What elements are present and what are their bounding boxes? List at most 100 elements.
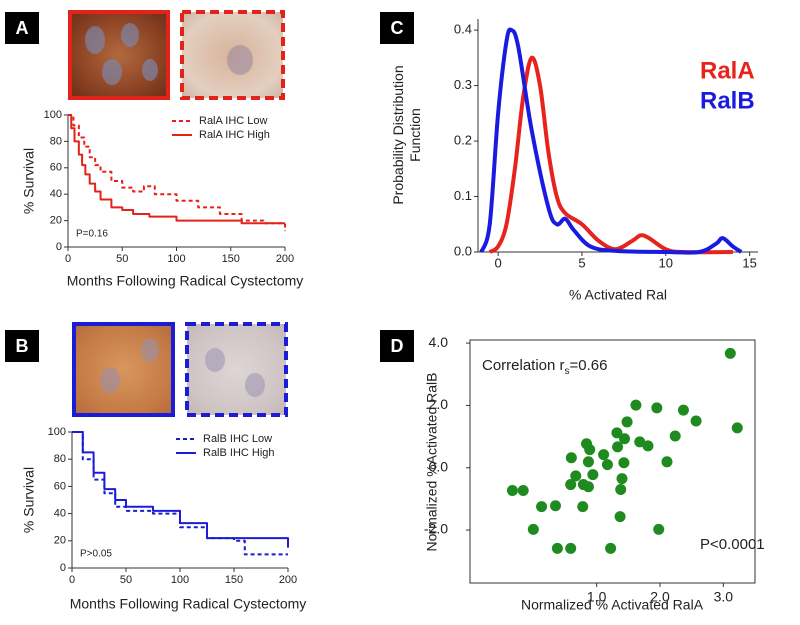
scatter-point [724,347,736,359]
x-axis-label: Months Following Radical Cystectomy [70,596,307,612]
scatter-point [661,456,673,468]
legend-label: RalA IHC Low [199,115,268,127]
y-tick-label: 100 [44,109,62,121]
panel-letter-box [5,330,39,362]
x-tick-label: 1.0 [587,589,607,605]
scatter-point [582,456,594,468]
x-tick-label: 2.0 [650,589,670,605]
y-tick-label: 60 [54,480,66,492]
scatter-point [582,481,594,493]
scatter-point [551,542,563,554]
p-value: P>0.05 [80,549,112,560]
y-tick-label: 0.4 [454,22,472,37]
scatter-point [669,430,681,442]
scatter-point [605,542,617,554]
scatter-point [612,441,624,453]
y-tick-label: 0.1 [454,188,472,203]
scatter-point [581,438,593,450]
panel-letter: B [16,336,29,356]
cell-nucleus [142,59,158,81]
scatter-point [601,459,613,471]
scatter-point [565,542,577,554]
scatter-point [506,484,518,496]
correlation-part: s [565,366,570,377]
y-axis-label: % Survival [21,148,37,214]
cell-nucleus [227,45,253,75]
plot-frame [469,339,756,584]
legend-label: RalB [700,87,755,114]
series-line [488,55,733,255]
y-tick-label: 4.0 [429,334,449,350]
x-tick-label: 100 [171,574,189,586]
x-tick-label: 150 [222,253,240,265]
x-tick-label: 50 [120,574,132,586]
cell-nucleus [121,23,139,47]
series-line [72,431,289,548]
y-tick-label: 0.0 [429,458,449,474]
ihc-image-low [185,322,288,417]
cell-nucleus [205,348,225,372]
scatter-point [615,484,627,496]
scatter-point [616,473,628,485]
x-tick-label: 5 [578,255,585,270]
correlation-part: =0.66 [570,357,608,374]
cell-nucleus [245,373,265,397]
scatter-point [565,479,577,491]
x-axis-label: % Activated Ral [569,287,667,303]
y-tick-label: 0 [56,241,62,253]
y-axis-label: % Survival [21,467,37,533]
panel-letter-box [380,12,414,44]
x-tick-label: 0 [495,255,502,270]
y-tick-label: 80 [54,453,66,465]
legend-label: RalB IHC Low [203,433,272,445]
cell-nucleus [141,338,159,362]
x-tick-label: 150 [225,574,243,586]
y-tick-label: 20 [54,535,66,547]
cell-nucleus [102,59,122,85]
scatter-point [651,402,663,414]
y-tick-label: 2.0 [429,396,449,412]
scatter-point [619,433,631,445]
scatter-point [677,404,689,416]
x-tick-label: 0 [69,574,75,586]
panel-letter: D [391,336,404,356]
y-tick-label: 0 [60,562,66,574]
cell-nucleus [85,26,105,54]
panel-letter: C [391,18,404,38]
x-tick-label: 3.0 [714,589,734,605]
x-axis-label: Normalized % Activated RalA [521,597,704,613]
scatter-point [653,523,665,535]
scatter-point [614,511,626,523]
scatter-point [527,523,539,535]
y-tick-label: 0.0 [454,243,472,258]
scatter-point [731,422,743,434]
y-tick-label: 0.3 [454,77,472,92]
y-axis-label-box: Probability Distribution Function [390,65,423,205]
x-axis-label: Months Following Radical Cystectomy [67,273,304,289]
scatter-point [634,436,646,448]
scatter-point [630,399,642,411]
y-tick-label: 100 [48,426,66,438]
y-tick-label: 40 [54,508,66,520]
p-value: P=0.16 [76,229,108,240]
scatter-point [550,500,561,512]
ihc-image-high [72,322,175,417]
y-axis-label: Probability Distribution Function [390,65,423,205]
scatter-point [565,452,577,464]
ihc-image-high [68,10,170,100]
scatter-point [517,484,529,496]
x-tick-label: 200 [276,253,294,265]
correlation-annotation: Correlation rs=0.66 [482,357,608,377]
y-tick-label: 60 [50,162,62,174]
y-tick-label: 0.2 [454,132,472,147]
scatter-point [621,416,633,428]
x-tick-label: 10 [659,255,673,270]
scatter-point [536,501,548,513]
x-tick-label: 100 [167,253,185,265]
x-tick-label: 0 [65,253,71,265]
series-line [68,114,285,225]
y-tick-label: 20 [50,215,62,227]
p-value: P<0.0001 [700,536,765,553]
